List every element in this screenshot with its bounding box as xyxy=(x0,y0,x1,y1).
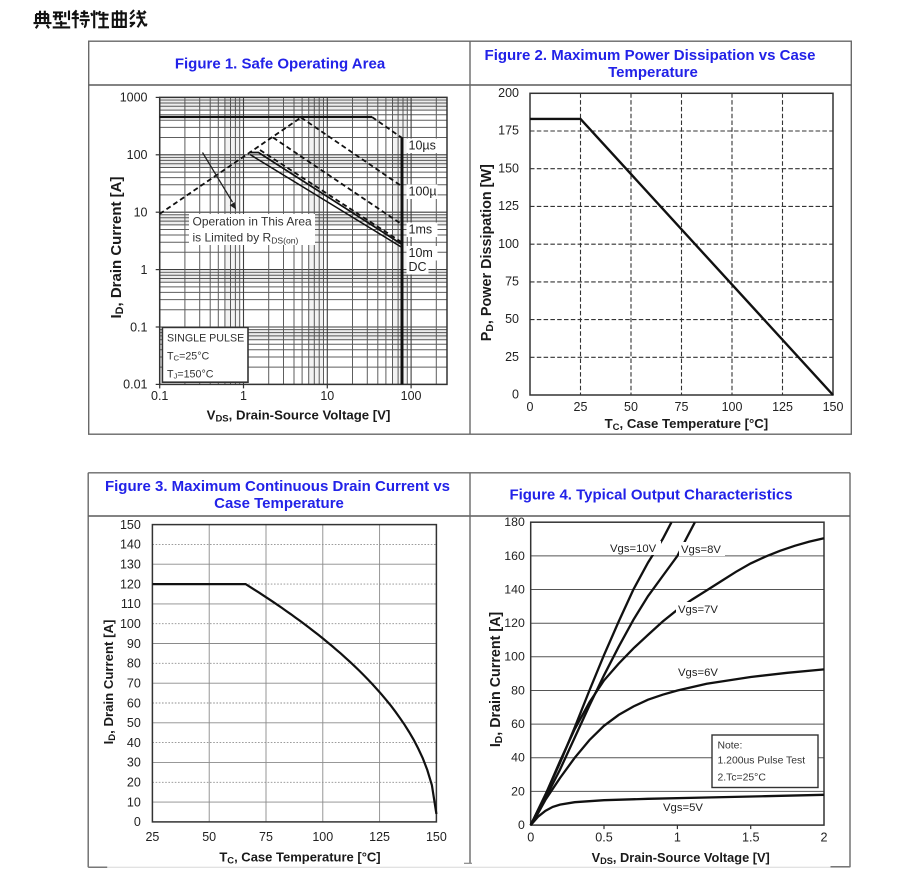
svg-text:120: 120 xyxy=(120,577,141,591)
svg-text:20: 20 xyxy=(511,784,525,798)
svg-text:Vgs=6V: Vgs=6V xyxy=(678,667,718,679)
svg-text:Vgs=8V: Vgs=8V xyxy=(681,544,721,556)
svg-text:150: 150 xyxy=(823,400,844,414)
svg-text:1: 1 xyxy=(141,263,148,277)
svg-text:140: 140 xyxy=(504,582,525,596)
svg-text:SINGLE PULSE: SINGLE PULSE xyxy=(167,333,244,345)
svg-text:0: 0 xyxy=(527,831,534,845)
svg-text:Figure 1. Safe Operating Area: Figure 1. Safe Operating Area xyxy=(175,56,386,73)
svg-text:PD, Power Dissipation [W]: PD, Power Dissipation [W] xyxy=(479,164,496,341)
svg-text:1.5: 1.5 xyxy=(742,831,760,845)
svg-text:Figure 4. Typical Output Chara: Figure 4. Typical Output Characteristics xyxy=(509,487,792,504)
svg-text:Vgs=10V: Vgs=10V xyxy=(610,543,657,555)
svg-text:80: 80 xyxy=(127,657,141,671)
svg-text:150: 150 xyxy=(120,518,141,532)
svg-text:150: 150 xyxy=(498,161,519,175)
svg-text:125: 125 xyxy=(772,400,793,414)
svg-text:50: 50 xyxy=(202,830,216,844)
svg-text:Note:: Note: xyxy=(718,741,743,752)
svg-text:80: 80 xyxy=(511,683,525,697)
svg-text:100: 100 xyxy=(312,830,333,844)
svg-text:120: 120 xyxy=(504,616,525,630)
svg-text:130: 130 xyxy=(120,558,141,572)
svg-text:TC, Case Temperature [°C]: TC, Case Temperature [°C] xyxy=(219,850,380,866)
svg-text:0: 0 xyxy=(512,388,519,402)
svg-text:25: 25 xyxy=(145,830,159,844)
svg-text:TC, Case Temperature [°C]: TC, Case Temperature [°C] xyxy=(605,416,769,433)
svg-text:VDS, Drain-Source Voltage [V]: VDS, Drain-Source Voltage [V] xyxy=(592,850,770,866)
svg-text:Case Temperature: Case Temperature xyxy=(214,495,344,512)
svg-text:ID, Drain Current [A]: ID, Drain Current [A] xyxy=(488,612,505,747)
svg-text:100: 100 xyxy=(504,650,525,664)
svg-text:DC: DC xyxy=(409,260,427,274)
svg-text:1000: 1000 xyxy=(120,91,148,105)
svg-text:50: 50 xyxy=(624,400,638,414)
svg-text:1ms: 1ms xyxy=(409,223,433,237)
svg-text:180: 180 xyxy=(504,515,525,529)
svg-text:1: 1 xyxy=(240,389,247,403)
svg-text:40: 40 xyxy=(511,751,525,765)
svg-text:TJ=150°C: TJ=150°C xyxy=(167,369,214,381)
svg-text:25: 25 xyxy=(574,400,588,414)
svg-text:0.1: 0.1 xyxy=(151,389,168,403)
svg-text:Figure 3. Maximum Continuous D: Figure 3. Maximum Continuous Drain Curre… xyxy=(105,478,450,495)
svg-text:60: 60 xyxy=(127,696,141,710)
svg-text:160: 160 xyxy=(504,549,525,563)
svg-text:60: 60 xyxy=(511,717,525,731)
svg-text:100µ: 100µ xyxy=(409,185,437,199)
svg-text:100: 100 xyxy=(722,400,743,414)
svg-text:is Limited by RDS(on): is Limited by RDS(on) xyxy=(193,231,299,246)
svg-text:Vgs=7V: Vgs=7V xyxy=(678,604,718,616)
svg-text:30: 30 xyxy=(127,756,141,770)
svg-text:ID, Drain Current [A]: ID, Drain Current [A] xyxy=(108,177,126,319)
svg-text:Operation in This Area: Operation in This Area xyxy=(193,215,313,229)
svg-text:200: 200 xyxy=(498,86,519,100)
svg-text:100: 100 xyxy=(120,617,141,631)
svg-text:175: 175 xyxy=(498,124,519,138)
svg-text:20: 20 xyxy=(127,776,141,790)
svg-text:25: 25 xyxy=(505,350,519,364)
svg-text:110: 110 xyxy=(121,597,141,611)
svg-text:Vgs=5V: Vgs=5V xyxy=(663,802,703,814)
svg-text:150: 150 xyxy=(426,830,447,844)
svg-text:125: 125 xyxy=(369,830,390,844)
svg-text:0: 0 xyxy=(134,815,141,829)
svg-text:10: 10 xyxy=(320,389,334,403)
svg-text:0: 0 xyxy=(518,818,525,832)
svg-text:100: 100 xyxy=(401,389,422,403)
svg-text:TC=25°C: TC=25°C xyxy=(167,351,209,363)
svg-text:2.Tc=25°C: 2.Tc=25°C xyxy=(718,773,767,784)
svg-text:10: 10 xyxy=(134,206,148,220)
svg-text:0.1: 0.1 xyxy=(130,320,147,334)
svg-text:2: 2 xyxy=(820,831,827,845)
svg-text:10µs: 10µs xyxy=(409,139,436,153)
svg-text:50: 50 xyxy=(127,716,141,730)
svg-text:90: 90 xyxy=(127,637,141,651)
svg-text:140: 140 xyxy=(120,538,141,552)
svg-text:40: 40 xyxy=(127,736,141,750)
svg-text:100: 100 xyxy=(498,237,519,251)
svg-text:0: 0 xyxy=(527,400,534,414)
svg-text:1.200us Pulse Test: 1.200us Pulse Test xyxy=(718,756,806,767)
svg-text:50: 50 xyxy=(505,312,519,326)
svg-text:Temperature: Temperature xyxy=(608,64,698,81)
svg-text:100: 100 xyxy=(127,148,148,162)
svg-text:125: 125 xyxy=(498,199,519,213)
svg-text:10: 10 xyxy=(127,795,141,809)
svg-text:75: 75 xyxy=(259,830,273,844)
svg-text:0.01: 0.01 xyxy=(123,378,147,392)
svg-text:10m: 10m xyxy=(409,246,433,260)
svg-text:VDS, Drain-Source Voltage [V]: VDS, Drain-Source Voltage [V] xyxy=(207,408,391,425)
svg-text:ID, Drain Current [A]: ID, Drain Current [A] xyxy=(101,620,118,745)
svg-text:1: 1 xyxy=(674,831,681,845)
svg-text:70: 70 xyxy=(127,677,141,691)
svg-text:Figure 2. Maximum Power Dissip: Figure 2. Maximum Power Dissipation vs C… xyxy=(485,47,816,64)
svg-text:75: 75 xyxy=(675,400,689,414)
svg-text:0.5: 0.5 xyxy=(595,831,613,845)
svg-text:75: 75 xyxy=(505,275,519,289)
